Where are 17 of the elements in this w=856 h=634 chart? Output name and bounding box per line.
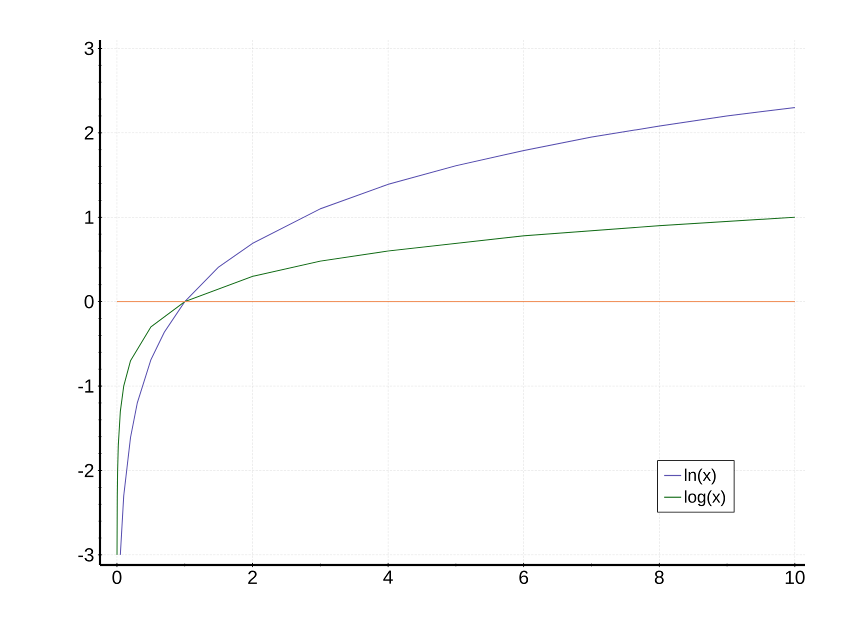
y-tick-label: 1: [85, 210, 94, 224]
y-tick-label: -2: [78, 464, 94, 478]
y-tick-label: -3: [78, 548, 94, 562]
line-series: [120, 106, 796, 556]
y-tick-label: 3: [84, 42, 94, 56]
x-tick-label: 8: [654, 570, 664, 584]
y-tick-label: -1: [78, 380, 94, 393]
legend-label: ln(x): [684, 468, 716, 484]
x-tick-label: 0: [112, 570, 122, 584]
x-tick-label: 2: [248, 570, 257, 584]
y-tick-label: 0: [84, 294, 94, 308]
x-tick-label: 10: [786, 570, 805, 584]
x-tick-label: 4: [383, 570, 393, 584]
y-tick-label: 2: [84, 126, 94, 140]
line-series: [116, 216, 796, 556]
x-tick-label: 6: [519, 570, 528, 584]
legend-label: log(x): [684, 490, 726, 506]
